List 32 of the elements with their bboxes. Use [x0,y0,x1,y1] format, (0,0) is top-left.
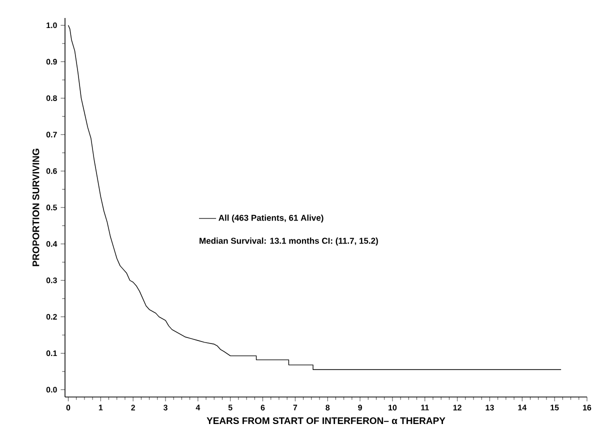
x-tick-label: 13 [486,404,494,410]
x-tick-label: 9 [358,404,362,410]
y-tick-label: 0.1 [46,350,57,356]
y-tick-label: 0.3 [46,278,57,284]
x-tick-label: 7 [293,404,298,410]
y-tick-label: 0.8 [46,95,57,101]
x-tick-label: 3 [163,404,168,410]
annotation: Median Survival: 13.1 months CI: (11.7, 15.2) [200,238,378,246]
x-tick-label: 11 [421,404,429,410]
x-tick-label: 2 [131,404,135,410]
y-tick-label: 0.5 [46,204,57,210]
x-tick-label: 4 [196,404,200,410]
y-tick-label: 0.0 [46,386,57,393]
x-tick-label: 1 [98,404,103,410]
y-tick-label: 1.0 [46,22,57,28]
x-tick-label: 14 [518,404,527,410]
y-tick-label: 0.4 [46,241,58,247]
x-tick-label: 0 [66,404,70,410]
x-axis-title: YEARS FROM START OF INTERFERON– α THERAPY [206,417,446,424]
x-tick-label: 5 [228,404,232,410]
y-tick-label: 0.7 [46,132,57,138]
y-axis-title: PROPORTION SURVIVING [32,148,40,266]
legend-label: All (463 Patients, 61 Alive) [218,214,324,222]
x-tick-label: 8 [326,404,330,410]
y-tick-label: 0.2 [46,314,57,320]
y-tick-label: 0.9 [46,58,57,65]
x-tick-label: 10 [388,404,397,410]
x-tick-label: 12 [453,404,462,410]
x-tick-label: 6 [260,404,265,410]
x-tick-label: 15 [550,404,559,410]
y-tick-label: 0.6 [46,168,57,174]
x-tick-label: 16 [583,404,592,410]
